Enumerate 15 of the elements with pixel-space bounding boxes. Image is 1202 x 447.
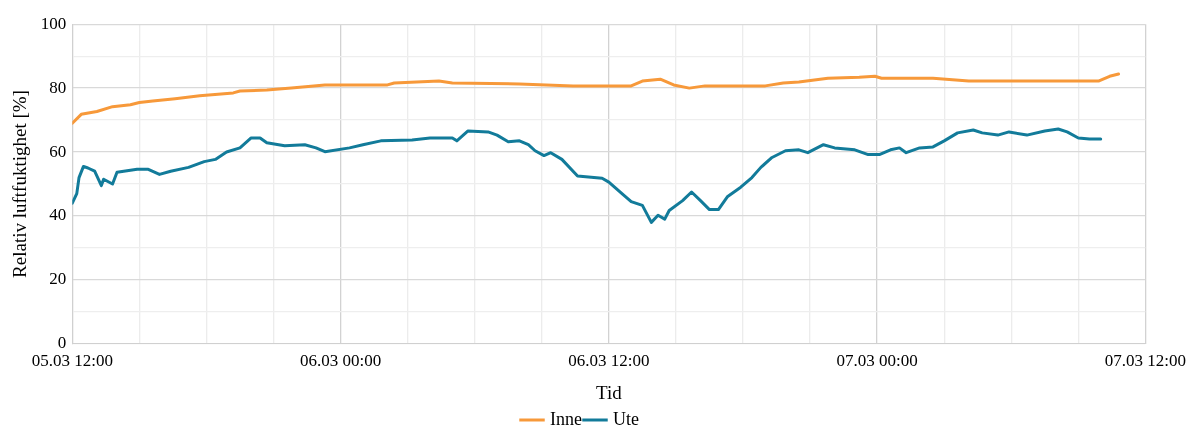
x-tick-label: 05.03 12:00 (31, 351, 113, 371)
y-tick-label: 100 (40, 13, 67, 33)
x-tick-label: 06.03 12:00 (568, 351, 650, 371)
y-tick-label: 60 (49, 141, 67, 161)
y-axis-title: Relativ luftfuktighet [%] (9, 90, 31, 278)
x-tick-label: 06.03 00:00 (299, 351, 382, 371)
y-tick-label: 0 (57, 333, 67, 353)
legend-label: Inne (550, 408, 583, 429)
y-tick-label: 40 (49, 205, 67, 225)
x-tick-label: 07.03 12:00 (1104, 351, 1187, 371)
x-axis-title: Tid (595, 381, 623, 403)
y-tick-label: 80 (49, 77, 67, 97)
y-tick-label: 20 (49, 269, 67, 289)
x-tick-label: 07.03 00:00 (836, 351, 918, 371)
legend-label: Ute (613, 408, 639, 429)
